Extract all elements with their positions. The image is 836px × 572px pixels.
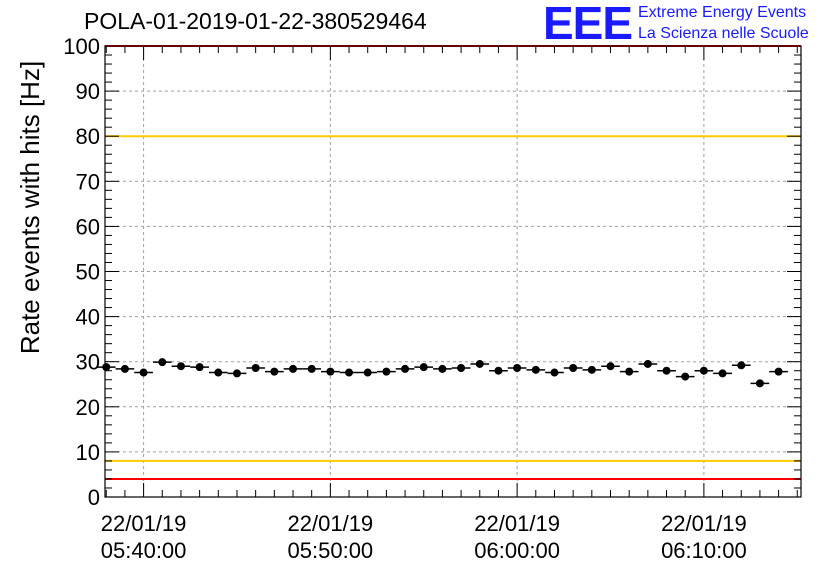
y-tick-label: 30 <box>76 350 100 375</box>
data-points <box>96 358 788 388</box>
data-point <box>251 364 260 373</box>
data-point <box>382 367 391 376</box>
data-point <box>774 367 783 376</box>
x-tick-labels: 22/01/1905:40:0022/01/1905:50:0022/01/19… <box>101 511 747 563</box>
data-point <box>195 363 204 372</box>
data-point <box>494 366 503 375</box>
data-point <box>176 362 185 371</box>
x-tick-label-date: 22/01/19 <box>661 511 747 536</box>
data-point <box>214 368 223 377</box>
data-point <box>606 362 615 371</box>
y-tick-label: 0 <box>88 485 100 510</box>
data-point <box>475 359 484 368</box>
data-point <box>363 368 372 377</box>
chart-title: POLA-01-2019-01-22-380529464 <box>84 8 427 34</box>
data-point <box>139 368 148 377</box>
x-tick-label-time: 06:00:00 <box>474 538 560 563</box>
reference-lines <box>105 45 801 480</box>
data-point <box>569 364 578 373</box>
y-tick-label: 20 <box>76 395 100 420</box>
data-point <box>662 366 671 375</box>
logo-line-1: Extreme Energy Events <box>638 4 807 21</box>
data-point <box>643 359 652 368</box>
y-tick-label: 70 <box>76 169 100 194</box>
eee-logo: EEE <box>543 0 633 49</box>
data-point <box>550 368 559 377</box>
data-point <box>438 364 447 373</box>
x-tick-label-time: 05:40:00 <box>101 538 187 563</box>
y-tick-label: 50 <box>76 260 100 285</box>
y-tick-label: 40 <box>76 305 100 330</box>
data-point <box>270 367 279 376</box>
data-point <box>345 368 354 377</box>
x-tick-label-time: 05:50:00 <box>288 538 374 563</box>
data-point <box>326 367 335 376</box>
y-tick-label: 100 <box>63 34 100 59</box>
data-point <box>755 379 764 388</box>
y-tick-label: 60 <box>76 214 100 239</box>
data-point <box>289 364 298 373</box>
x-tick-label-date: 22/01/19 <box>101 511 187 536</box>
data-point <box>587 365 596 374</box>
x-tick-label-time: 06:10:00 <box>661 538 747 563</box>
y-tick-label: 10 <box>76 440 100 465</box>
logo-line-2: La Scienza nelle Scuole <box>638 25 809 42</box>
data-point <box>307 364 316 373</box>
axis-ticks <box>105 45 801 498</box>
data-point <box>699 366 708 375</box>
y-tick-labels: 0 10 20 30 40 50 60 70 80 90 100 <box>63 34 100 510</box>
data-point <box>120 364 129 373</box>
data-point <box>419 363 428 372</box>
y-tick-label: 90 <box>76 79 100 104</box>
data-point <box>531 365 540 374</box>
data-point <box>102 363 111 372</box>
data-point <box>513 364 522 373</box>
data-point <box>681 372 690 381</box>
y-tick-label: 80 <box>76 124 100 149</box>
data-point <box>737 361 746 370</box>
data-point <box>457 364 466 373</box>
grid-lines <box>105 45 801 498</box>
data-point <box>158 358 167 367</box>
data-point <box>232 369 241 378</box>
x-tick-label-date: 22/01/19 <box>288 511 374 536</box>
data-point <box>625 367 634 376</box>
x-tick-label-date: 22/01/19 <box>474 511 560 536</box>
data-point <box>401 364 410 373</box>
y-axis-label: Rate events with hits [Hz] <box>14 60 45 355</box>
data-point <box>718 369 727 378</box>
